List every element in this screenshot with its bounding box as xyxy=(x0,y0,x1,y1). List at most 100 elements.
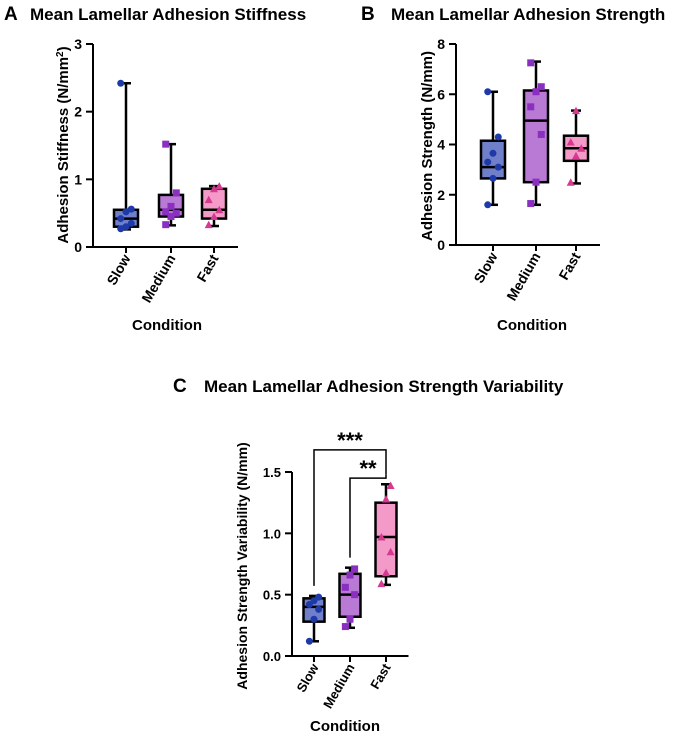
panel-c: C Mean Lamellar Adhesion Strength Variab… xyxy=(173,376,564,734)
iqr-box xyxy=(374,501,398,578)
panel-b-box-medium xyxy=(522,59,550,208)
data-point xyxy=(537,130,545,138)
panel-a-box-fast xyxy=(200,182,228,229)
data-point xyxy=(494,133,502,141)
panel-c-letter: C xyxy=(173,376,187,397)
data-point xyxy=(117,215,125,223)
data-point xyxy=(341,623,349,631)
data-point xyxy=(172,209,180,217)
data-point xyxy=(566,137,575,146)
data-point xyxy=(572,151,580,160)
panel-a-ylabel-main: Adhesion Stiffness (N/mm xyxy=(55,57,72,244)
data-point xyxy=(210,184,218,193)
data-point xyxy=(484,158,492,166)
data-point xyxy=(527,200,535,208)
data-point xyxy=(484,88,492,96)
data-point xyxy=(167,202,175,210)
panel-a-x-tick-label: Slow xyxy=(103,251,133,287)
panel-c-x-tick-label: Medium xyxy=(320,661,358,711)
panel-a-x-tick-label: Fast xyxy=(193,251,221,284)
panel-c-xlabel: Condition xyxy=(310,718,380,734)
panel-b-title: Mean Lamellar Adhesion Strength xyxy=(391,5,665,24)
data-point xyxy=(162,208,170,216)
panel-b-y-tick-label: 2 xyxy=(437,187,445,203)
panel-a-y-tick-label: 1 xyxy=(74,171,82,187)
data-point xyxy=(204,195,213,204)
significance-label: *** xyxy=(337,428,363,453)
panel-b-x-tick-label: Fast xyxy=(555,249,583,282)
panel-a-box-slow xyxy=(112,79,140,233)
panel-c-box-slow xyxy=(302,593,326,645)
data-point xyxy=(572,106,580,115)
data-point xyxy=(122,223,130,231)
data-point xyxy=(527,59,535,67)
panel-a-y-tick-label: 2 xyxy=(74,104,82,120)
panel-a-y-tick-label: 3 xyxy=(74,36,82,52)
significance-bracket xyxy=(349,474,387,558)
data-point xyxy=(577,144,586,152)
panel-c-x-tick-label: Fast xyxy=(367,660,394,691)
significance-bracket xyxy=(313,449,387,586)
data-point xyxy=(382,568,390,577)
data-point xyxy=(162,221,170,229)
data-point xyxy=(537,83,545,91)
data-point xyxy=(494,163,502,171)
panel-b-y-tick-label: 6 xyxy=(437,86,445,102)
panel-c-box-medium xyxy=(338,565,362,631)
panel-c-title: Mean Lamellar Adhesion Strength Variabil… xyxy=(204,377,564,396)
data-point xyxy=(346,571,354,579)
data-point xyxy=(341,583,349,591)
data-point xyxy=(386,481,395,489)
data-point xyxy=(377,533,386,541)
panel-b-x-tick-label: Medium xyxy=(503,250,543,304)
panel-c-y-tick-label: 1.5 xyxy=(263,465,281,480)
data-point xyxy=(527,103,535,111)
data-point xyxy=(310,615,318,623)
panel-a-ylabel: Adhesion Stiffness (N/mm2) xyxy=(55,46,73,243)
data-point xyxy=(346,615,354,623)
data-point xyxy=(210,212,218,221)
data-point xyxy=(489,149,497,157)
panel-a-letter: A xyxy=(4,4,18,25)
data-point xyxy=(305,637,313,645)
data-point xyxy=(315,593,323,601)
data-point xyxy=(532,178,540,186)
data-point xyxy=(566,178,575,186)
panel-c-box-fast xyxy=(374,481,398,588)
data-point xyxy=(351,565,359,573)
data-point xyxy=(122,208,130,216)
data-point xyxy=(162,140,170,148)
iqr-box xyxy=(479,139,507,180)
data-point xyxy=(489,174,497,182)
panel-b-y-tick-label: 8 xyxy=(437,36,445,52)
data-point xyxy=(315,605,323,613)
panel-a-ylabel-sup: 2 xyxy=(55,51,66,57)
panel-b-x-tick-label: Slow xyxy=(470,249,500,285)
data-point xyxy=(167,213,175,221)
data-point xyxy=(117,79,125,87)
panel-c-y-tick-label: 1.0 xyxy=(263,526,281,541)
panel-c-y-tick-label: 0.5 xyxy=(263,588,281,603)
data-point xyxy=(215,205,224,214)
data-point xyxy=(127,205,135,213)
panel-b-y-tick-label: 0 xyxy=(437,237,445,253)
panel-c-ylabel: Adhesion Strength Variability (N/mm) xyxy=(234,442,250,689)
panel-b: B Mean Lamellar Adhesion Strength Adhesi… xyxy=(361,4,665,334)
panel-a-y-tick-label: 0 xyxy=(74,239,82,255)
data-point xyxy=(377,579,386,588)
data-point xyxy=(172,189,180,197)
data-point xyxy=(382,494,390,503)
panel-b-box-fast xyxy=(562,106,590,186)
panel-a-box-medium xyxy=(157,140,185,229)
data-point xyxy=(532,88,540,96)
panel-b-ylabel: Adhesion Strength (N/mm) xyxy=(419,51,436,241)
data-point xyxy=(215,182,224,190)
data-point xyxy=(117,225,125,233)
panel-a-xlabel: Condition xyxy=(132,317,202,334)
data-point xyxy=(127,219,135,227)
panel-c-y-tick-label: 0.0 xyxy=(263,649,281,664)
panel-a-x-tick-label: Medium xyxy=(138,252,178,306)
panel-a: A Mean Lamellar Adhesion Stiffness Adhes… xyxy=(4,4,306,334)
panel-b-box-slow xyxy=(479,88,507,209)
